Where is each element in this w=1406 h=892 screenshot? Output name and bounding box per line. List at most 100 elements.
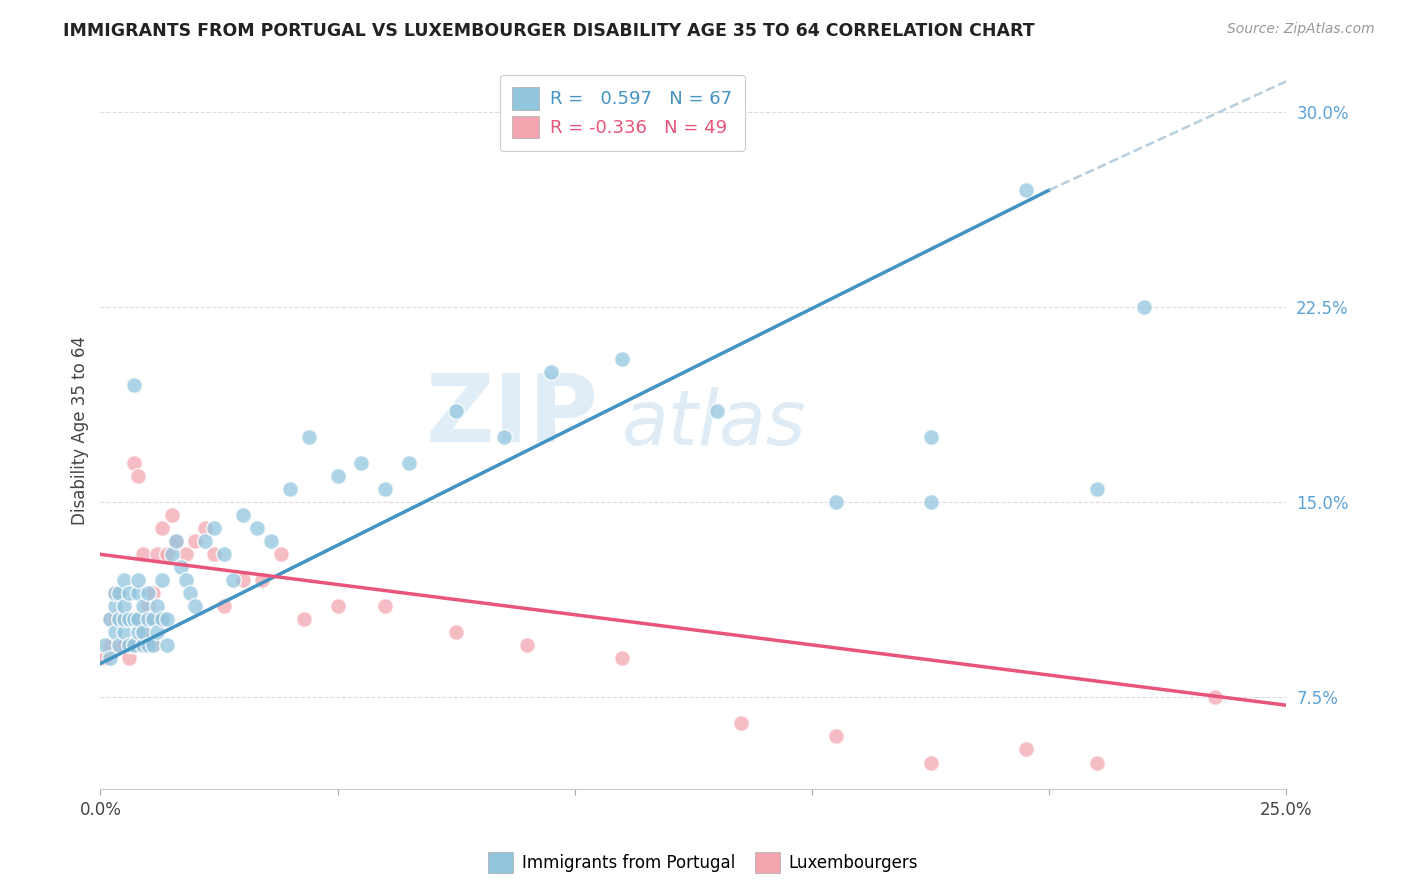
Point (374, 483, 396, 497)
Point (212, 547, 235, 561)
Point (179, 586, 201, 600)
Point (98, 612, 121, 626)
Point (146, 612, 169, 626)
Point (278, 483, 301, 497)
Point (136, 639, 159, 653)
Point (118, 586, 141, 600)
Point (132, 639, 155, 653)
Point (398, 456, 420, 470)
Point (132, 625, 155, 640)
Point (108, 639, 131, 653)
Point (132, 547, 155, 561)
Point (127, 612, 149, 626)
Text: Source: ZipAtlas.com: Source: ZipAtlas.com (1227, 22, 1375, 37)
Point (127, 469, 149, 483)
Point (232, 574, 254, 588)
Point (132, 625, 155, 640)
Point (270, 547, 292, 561)
Point (706, 404, 728, 418)
Point (1133, 300, 1156, 314)
Point (103, 612, 125, 626)
Point (444, 404, 467, 418)
Point (122, 612, 145, 626)
Point (492, 430, 515, 444)
Point (174, 574, 197, 588)
Point (326, 469, 349, 483)
Point (94, 651, 117, 665)
Point (920, 495, 942, 509)
Point (156, 612, 179, 626)
Point (112, 574, 135, 588)
Point (108, 639, 131, 653)
Point (127, 612, 149, 626)
Legend: Immigrants from Portugal, Luxembourgers: Immigrants from Portugal, Luxembourgers (482, 846, 924, 880)
Point (108, 612, 131, 626)
Point (136, 586, 159, 600)
Point (730, 716, 752, 731)
Point (150, 521, 173, 535)
Text: ZIP: ZIP (426, 370, 599, 462)
Point (174, 547, 197, 561)
Point (136, 639, 159, 653)
Y-axis label: Disability Age 35 to 64: Disability Age 35 to 64 (72, 336, 89, 525)
Point (127, 639, 149, 653)
Point (232, 508, 254, 523)
Point (202, 547, 225, 561)
Point (141, 612, 163, 626)
Point (160, 547, 183, 561)
Point (150, 574, 173, 588)
Point (1204, 690, 1226, 705)
Point (1085, 756, 1108, 770)
Point (222, 574, 245, 588)
Point (374, 599, 396, 614)
Point (103, 586, 125, 600)
Point (260, 534, 283, 549)
Point (118, 651, 141, 665)
Point (1014, 742, 1036, 756)
Point (156, 639, 179, 653)
Point (118, 639, 141, 653)
Point (146, 547, 169, 561)
Point (103, 586, 125, 600)
Point (127, 625, 149, 640)
Point (824, 730, 846, 744)
Point (108, 586, 131, 600)
Text: IMMIGRANTS FROM PORTUGAL VS LUXEMBOURGER DISABILITY AGE 35 TO 64 CORRELATION CHA: IMMIGRANTS FROM PORTUGAL VS LUXEMBOURGER… (63, 22, 1035, 40)
Point (122, 639, 145, 653)
Point (136, 612, 159, 626)
Point (141, 586, 163, 600)
Point (103, 625, 125, 640)
Point (127, 586, 149, 600)
Point (141, 639, 163, 653)
Point (250, 574, 273, 588)
Point (103, 599, 125, 614)
Point (98, 639, 121, 653)
Point (920, 756, 942, 770)
Point (202, 521, 225, 535)
Point (516, 639, 538, 653)
Point (112, 625, 135, 640)
Point (156, 547, 179, 561)
Point (98, 651, 121, 665)
Point (292, 612, 315, 626)
Point (112, 612, 135, 626)
Point (118, 612, 141, 626)
Text: atlas: atlas (623, 386, 807, 460)
Point (612, 651, 634, 665)
Point (184, 599, 207, 614)
Point (98, 612, 121, 626)
Point (112, 612, 135, 626)
Point (1014, 183, 1036, 197)
Point (141, 639, 163, 653)
Point (136, 599, 159, 614)
Point (170, 560, 193, 574)
Point (194, 521, 217, 535)
Point (444, 625, 467, 640)
Point (246, 521, 269, 535)
Legend: R =   0.597   N = 67, R = -0.336   N = 49: R = 0.597 N = 67, R = -0.336 N = 49 (499, 75, 745, 151)
Point (824, 495, 846, 509)
Point (122, 456, 145, 470)
Point (150, 612, 173, 626)
Point (184, 534, 207, 549)
Point (146, 599, 169, 614)
